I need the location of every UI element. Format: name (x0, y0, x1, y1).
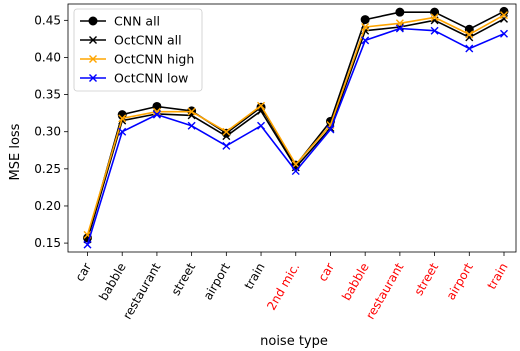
x-tick-label: train (242, 261, 268, 292)
data-point-stroke-b (361, 23, 370, 32)
data-point (465, 33, 474, 42)
data-point-stroke-b (395, 24, 404, 33)
data-point (430, 26, 439, 35)
data-point-stroke-b (152, 110, 161, 119)
x-tick-label: street (412, 260, 442, 298)
data-point-stroke-b (326, 125, 335, 134)
x-tick-label: train (485, 261, 511, 292)
data-point (465, 44, 474, 53)
legend-marker (89, 55, 97, 63)
legend-marker (89, 74, 97, 82)
series-lines (83, 6, 509, 249)
data-point (361, 36, 370, 45)
x-tick-label: car (315, 260, 337, 283)
data-point-stroke-b (465, 44, 474, 53)
legend-label: OctCNN high (114, 52, 194, 67)
data-point-stroke-b (257, 121, 266, 130)
y-tick-label: 0.15 (34, 236, 61, 250)
data-point (430, 13, 439, 22)
y-tick-label: 0.45 (34, 13, 61, 27)
x-tick-label: babble (339, 261, 372, 303)
data-point (430, 7, 440, 17)
data-point-stroke-b (291, 167, 300, 176)
legend-box (73, 8, 203, 92)
plot-area (67, 3, 517, 253)
data-point (222, 127, 231, 136)
data-point (500, 29, 508, 38)
y-axis-label: MSE loss (8, 123, 23, 180)
data-point (464, 24, 474, 34)
data-point-stroke-b (361, 36, 370, 45)
data-point (152, 107, 161, 116)
data-point (118, 114, 127, 123)
data-point-stroke-b (118, 127, 127, 136)
data-point (187, 107, 196, 116)
x-tick-label: car (73, 260, 95, 283)
data-point (152, 110, 161, 119)
data-point-stroke-b (152, 107, 161, 116)
legend-marker-stroke-b (89, 36, 97, 44)
x-tick-label: airport (201, 260, 233, 302)
data-point (395, 24, 404, 33)
y-tick-label: 0.40 (34, 50, 61, 64)
data-point-stroke-b (118, 114, 127, 123)
data-point (326, 125, 335, 134)
legend-label: OctCNN all (114, 33, 182, 48)
data-point (152, 101, 162, 111)
y-tick-label: 0.35 (34, 88, 61, 102)
data-point-stroke-b (187, 121, 196, 130)
data-point-stroke-b (430, 13, 439, 22)
y-tick-label: 0.30 (34, 125, 61, 139)
y-tick-label: 0.25 (34, 162, 61, 176)
legend: CNN all OctCNN all OctCNN high OctCNN low (73, 8, 203, 92)
legend-marker (88, 16, 98, 26)
data-point-stroke-b (222, 141, 231, 150)
plot-frame (67, 3, 517, 253)
data-point (500, 11, 508, 20)
data-point (83, 240, 92, 249)
data-point-stroke-b (257, 101, 266, 110)
y-tick-label: 0.20 (34, 199, 61, 213)
x-axis-label: noise type (260, 334, 328, 349)
data-point (222, 141, 231, 150)
legend-marker-stroke-b (89, 74, 97, 82)
x-tick-label: 2nd mic. (264, 261, 302, 313)
data-point (395, 7, 405, 17)
x-tick-label: street (169, 260, 199, 298)
data-point-stroke-b (500, 29, 508, 38)
data-point-stroke-b (83, 240, 92, 249)
data-point-stroke-b (187, 107, 196, 116)
legend-label: CNN all (114, 14, 160, 29)
data-point-stroke-b (500, 11, 508, 20)
data-point (465, 30, 474, 39)
data-point (257, 121, 266, 130)
x-tick-label: airport (444, 260, 476, 302)
data-point (291, 167, 300, 176)
data-point (118, 127, 127, 136)
data-point-stroke-b (465, 30, 474, 39)
data-point (361, 23, 370, 32)
data-point-stroke-b (83, 230, 92, 239)
data-point (257, 101, 266, 110)
data-point (360, 15, 370, 25)
legend-label: OctCNN low (114, 71, 188, 86)
data-point (187, 121, 196, 130)
data-point-stroke-b (222, 127, 231, 136)
legend-marker (89, 36, 97, 44)
x-tick-label: babble (96, 261, 129, 303)
data-point-stroke-b (430, 26, 439, 35)
data-point-stroke-b (465, 33, 474, 42)
legend-marker-stroke-b (89, 55, 97, 63)
